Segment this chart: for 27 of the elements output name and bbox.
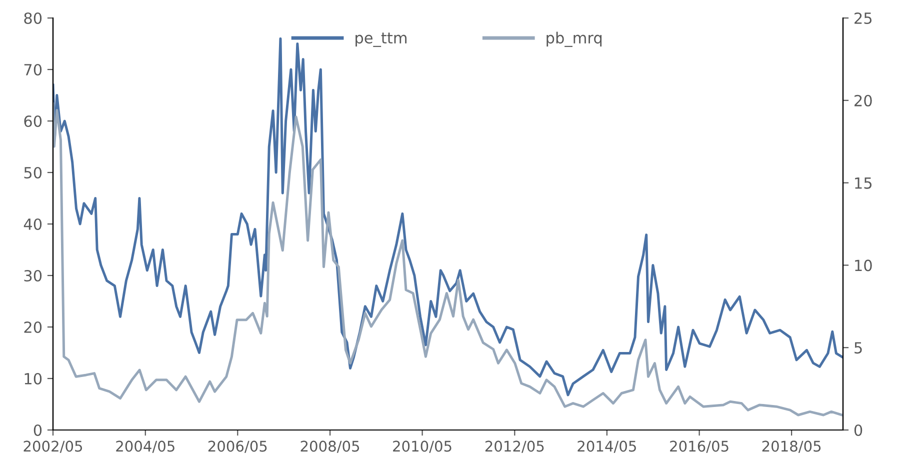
y2-tick-label: 0	[854, 424, 862, 436]
x-tick-label: 2010/05	[393, 440, 452, 453]
y2-tick-label: 20	[854, 94, 872, 106]
y-tick-label: 60	[24, 115, 42, 128]
y2-tick-label: 15	[855, 177, 872, 189]
y-tick-label: 30	[24, 270, 42, 282]
y-tick-label: 70	[24, 64, 42, 76]
y2-tick-label: 10	[855, 260, 872, 272]
y-tick-label: 10	[24, 372, 42, 385]
y2-tick-label: 5	[854, 342, 862, 354]
legend-label: pe_ttm	[356, 32, 406, 47]
x-tick-label: 2012/05	[485, 440, 544, 453]
y-tick-label: 80	[24, 12, 42, 24]
y2-tick-label: 25	[854, 12, 872, 24]
x-tick-label: 2008/05	[300, 440, 360, 453]
x-tick-label: 2004/05	[116, 440, 174, 453]
y-tick-label: 50	[24, 166, 42, 179]
x-tick-label: 2018/05	[762, 440, 821, 453]
x-tick-label: 2014/05	[578, 440, 636, 453]
y-tick-label: 0	[34, 424, 42, 436]
legend-label: pb_mrq	[546, 32, 602, 47]
y-tick-label: 20	[24, 321, 42, 334]
y-tick-label: 40	[24, 218, 42, 230]
x-tick-label: 2006/05	[208, 440, 267, 453]
x-tick-label: 2016/05	[670, 440, 728, 453]
line-series	[53, 102, 843, 416]
x-tick-label: 2002/05	[24, 440, 82, 453]
